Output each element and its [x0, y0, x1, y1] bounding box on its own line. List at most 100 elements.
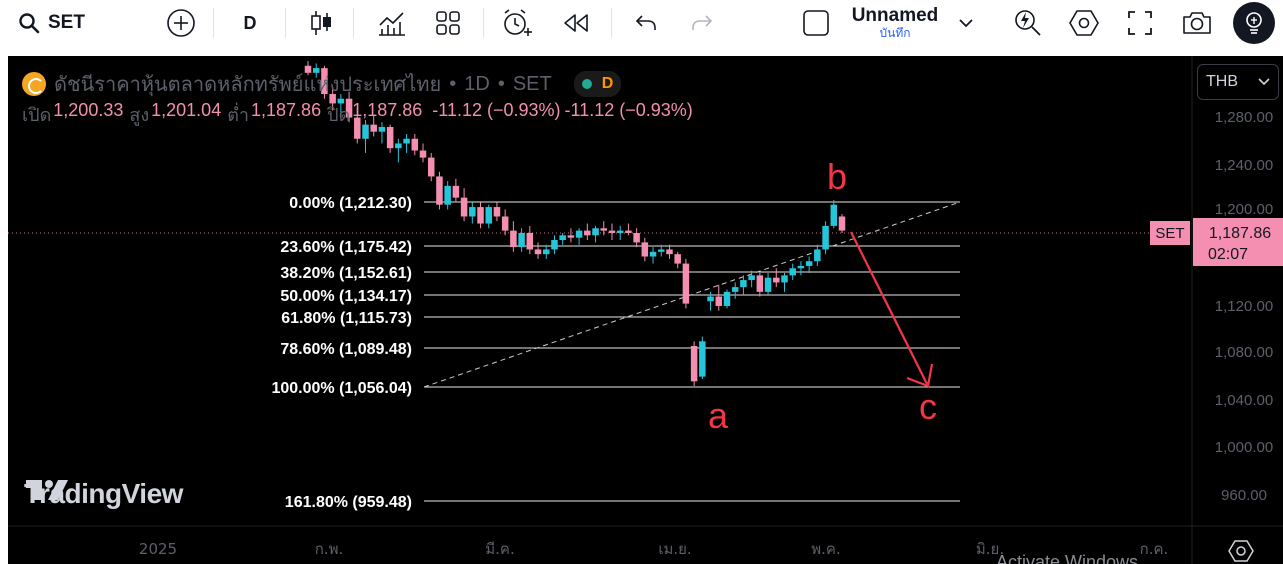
select-layout-checkbox[interactable]	[798, 4, 834, 42]
candle-body	[649, 251, 657, 257]
fullscreen-button[interactable]	[1120, 4, 1160, 42]
candle-body	[781, 275, 788, 283]
candle-body	[682, 263, 690, 304]
projection-arrowhead	[906, 363, 934, 388]
price-axis-label: 1,000.00	[1215, 439, 1273, 456]
undo-button[interactable]	[626, 4, 666, 42]
candle-body	[321, 68, 328, 95]
alert-button[interactable]	[497, 4, 537, 42]
price-axis-label: 1,200.00	[1215, 201, 1273, 218]
high-label: สูง	[129, 105, 150, 125]
fullscreen-icon	[1128, 11, 1152, 35]
legend-exchange: SET	[512, 72, 552, 95]
indicators-button[interactable]	[372, 4, 412, 42]
symbol-name: SET	[48, 12, 85, 33]
candle-body	[460, 197, 468, 217]
candle-body	[715, 296, 723, 306]
plus-circle-icon	[167, 9, 195, 37]
candle-body	[567, 235, 575, 238]
chevron-down-icon	[959, 19, 973, 28]
chart-settings-button[interactable]	[1228, 538, 1254, 564]
data-type-badge: D	[601, 75, 614, 92]
last-price-value: 1,187.86	[1209, 225, 1271, 242]
currency-label: THB	[1206, 73, 1238, 90]
toolbar-divider	[483, 8, 484, 38]
fib-level-label: 61.80% (1,115.73)	[281, 310, 412, 327]
interval-button[interactable]: D	[243, 12, 257, 33]
lightbulb-icon	[1246, 12, 1262, 34]
candle-body	[666, 249, 673, 255]
candle-body	[312, 68, 320, 73]
candle-body	[559, 235, 566, 241]
candle-body	[403, 138, 410, 144]
candle-body	[608, 230, 616, 233]
candle-body	[551, 240, 558, 250]
chevron-down-icon	[1258, 78, 1270, 86]
replay-button[interactable]	[556, 4, 596, 42]
candle-body	[345, 98, 353, 118]
low-label: ต่ำ	[227, 105, 250, 125]
candle-body	[625, 230, 632, 233]
redo-button[interactable]	[682, 4, 722, 42]
candle-body	[633, 232, 640, 243]
candlestick-icon	[311, 11, 331, 35]
candle-body	[658, 249, 665, 252]
fib-level-label: 23.60% (1,175.42)	[280, 239, 412, 256]
activate-windows-text: Activate Windows	[996, 552, 1139, 564]
candle-body	[419, 150, 427, 158]
close-label: ปิด	[327, 105, 351, 125]
last-price-symbol: SET	[1155, 225, 1184, 242]
square-icon	[803, 10, 829, 36]
price-axis-label: 1,040.00	[1215, 392, 1273, 409]
low-value: 1,187.86	[251, 100, 322, 120]
chart-type-button[interactable]	[303, 4, 339, 42]
redo-icon	[692, 15, 713, 30]
candle-body	[600, 228, 608, 231]
candle-body	[518, 232, 525, 248]
market-status-badge[interactable]: D	[573, 71, 622, 97]
settings-button[interactable]	[1064, 4, 1104, 42]
time-axis-label: มิ.ย.	[976, 540, 1004, 558]
candle-body	[797, 265, 805, 269]
candle-body	[805, 261, 813, 266]
price-axis-label: 1,280.00	[1215, 109, 1273, 126]
symbol-search-button[interactable]: SET	[10, 4, 160, 42]
time-axis-label: พ.ค.	[811, 540, 840, 558]
time-axis-label: ก.ค.	[1140, 540, 1169, 558]
change-value-2: -11.12 (−0.93%)	[564, 100, 693, 120]
toolbar-divider	[353, 8, 354, 38]
candle-body	[814, 249, 821, 262]
currency-select[interactable]: THB	[1197, 64, 1279, 100]
legend-interval: 1D	[464, 72, 490, 95]
candle-body	[501, 216, 509, 231]
candle-body	[477, 207, 484, 224]
compare-add-symbol-button[interactable]	[163, 4, 199, 42]
toolbar-divider	[611, 8, 612, 38]
tradingview-watermark[interactable]: TradingView	[24, 478, 183, 510]
candle-body	[748, 275, 755, 281]
layout-menu-button[interactable]	[952, 4, 980, 42]
quick-search-button[interactable]	[1008, 4, 1048, 42]
save-label: บันทึก	[879, 26, 911, 40]
candle-body	[542, 249, 550, 255]
candle-body	[444, 185, 451, 205]
open-label: เปิด	[22, 105, 52, 125]
search-icon	[19, 13, 40, 34]
candle-body	[830, 204, 838, 226]
chart-panel[interactable]: 1,280.00 1,240.00 1,200.00 1,120.00 1,080.00…	[8, 56, 1283, 564]
candle-body	[740, 280, 747, 288]
legend-separator: •	[497, 72, 505, 95]
candle-body	[674, 254, 681, 264]
snapshot-button[interactable]	[1176, 4, 1218, 42]
candle-body	[592, 228, 599, 236]
candle-body	[452, 185, 460, 198]
layout-grid-button[interactable]	[428, 4, 468, 42]
chart-canvas[interactable]: 1,280.00 1,240.00 1,200.00 1,120.00 1,080.00…	[8, 56, 1283, 564]
trend-line	[423, 201, 961, 388]
layout-name: Unnamed	[851, 5, 939, 26]
layout-name-button[interactable]: Unnamed บันทึก	[840, 4, 950, 42]
ideas-lightbulb-button[interactable]	[1233, 2, 1275, 44]
rewind-icon	[564, 14, 588, 32]
camera-icon	[1183, 12, 1211, 34]
candle-body	[707, 296, 714, 302]
